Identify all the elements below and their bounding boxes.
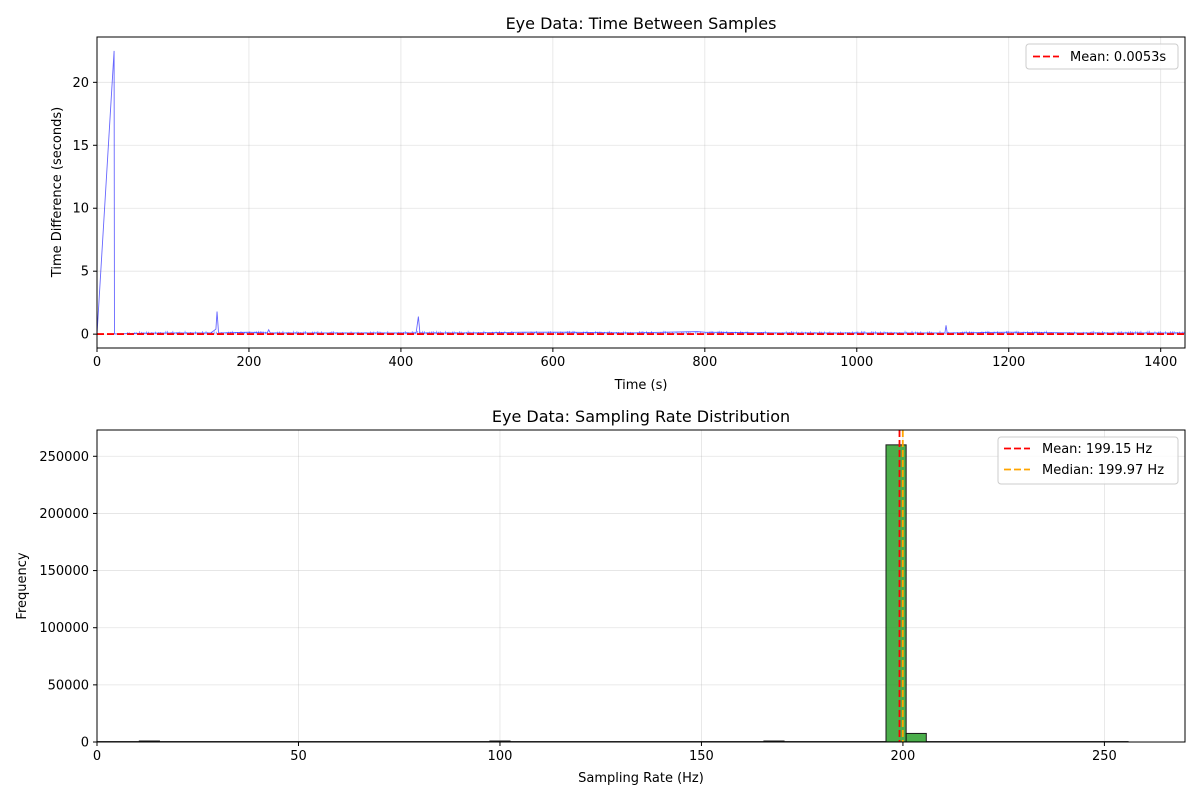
- bottom-chart-x-tick-label: 50: [290, 749, 307, 764]
- bottom-chart-title: Eye Data: Sampling Rate Distribution: [492, 407, 790, 426]
- top-chart-legend-box: [1025, 43, 1179, 70]
- bottom-chart-x-tick-label: 150: [689, 749, 714, 764]
- bottom-chart-x-tick-label: 0: [93, 749, 101, 764]
- top-chart-y-axis-label: Time Difference (seconds): [50, 107, 65, 278]
- top-chart-x-tick-label: 800: [692, 355, 717, 370]
- top-chart-legend-mean-label: Mean: 0.0053s: [1070, 50, 1166, 65]
- bottom-chart-frame: [96, 429, 1186, 743]
- top-chart-y-tick-label: 20: [72, 76, 89, 91]
- bottom-chart-x-axis-label: Sampling Rate (Hz): [578, 771, 704, 786]
- bottom-chart-legend-mean-label: Mean: 199.15 Hz: [1042, 442, 1152, 457]
- bottom-chart-legend-box: [997, 436, 1179, 485]
- top-chart-x-tick-label: 1000: [840, 355, 873, 370]
- bottom-chart-y-tick-label: 150000: [39, 564, 89, 579]
- histogram-bar: [905, 732, 927, 743]
- bottom-chart-plot-area: [97, 430, 1129, 743]
- time-difference-series-line: [97, 50, 1185, 335]
- top-chart-x-tick-label: 400: [388, 355, 413, 370]
- time-between-samples-panel: Eye Data: Time Between Samples 0 200 400 60…: [50, 14, 1186, 393]
- bottom-chart-x-tick-label: 100: [488, 749, 513, 764]
- top-chart-series-group: [97, 50, 1185, 335]
- top-chart-x-tick-label: 1200: [992, 355, 1025, 370]
- top-chart-x-tick-label: 200: [237, 355, 262, 370]
- top-chart-frame: [96, 36, 1186, 349]
- top-chart-x-axis-label: Time (s): [614, 378, 668, 393]
- bottom-chart-y-tick-label: 250000: [39, 450, 89, 465]
- bottom-chart-y-tick-label: 0: [81, 736, 89, 751]
- bottom-chart-y-axis-label: Frequency: [15, 552, 30, 619]
- top-chart-y-tick-label: 0: [81, 328, 89, 343]
- bottom-chart-y-tick-label: 200000: [39, 507, 89, 522]
- top-chart-ticks: 0 200 400 600 800 1000 1200 1400 0 5 10 15 20: [72, 76, 1177, 370]
- top-chart-grid: [96, 37, 1185, 348]
- bottom-chart-y-tick-label: 100000: [39, 621, 89, 636]
- bottom-chart-legend: Mean: 199.15 Hz Median: 199.97 Hz: [997, 436, 1179, 485]
- bottom-chart-x-tick-label: 250: [1092, 749, 1117, 764]
- sampling-rate-panel: Eye Data: Sampling Rate Distribution 0 50…: [15, 407, 1186, 786]
- top-chart-legend: Mean: 0.0053s: [1025, 43, 1179, 70]
- top-chart-title: Eye Data: Time Between Samples: [506, 14, 777, 33]
- top-chart-x-tick-label: 0: [93, 355, 101, 370]
- top-chart-x-tick-label: 600: [540, 355, 565, 370]
- top-chart-y-tick-label: 15: [72, 139, 89, 154]
- bottom-chart-ticks: 0 50 100 150 200 250 0 50000 100000 150000 200000 2…: [39, 450, 1116, 764]
- bottom-chart-y-tick-label: 50000: [48, 678, 89, 693]
- top-chart-y-tick-label: 10: [72, 202, 89, 217]
- top-chart-x-tick-label: 1400: [1144, 355, 1177, 370]
- bottom-chart-x-tick-label: 200: [891, 749, 916, 764]
- bottom-chart-legend-median-label: Median: 199.97 Hz: [1042, 463, 1164, 478]
- top-chart-plot-area: [97, 50, 1185, 335]
- top-chart-y-tick-label: 5: [81, 265, 89, 280]
